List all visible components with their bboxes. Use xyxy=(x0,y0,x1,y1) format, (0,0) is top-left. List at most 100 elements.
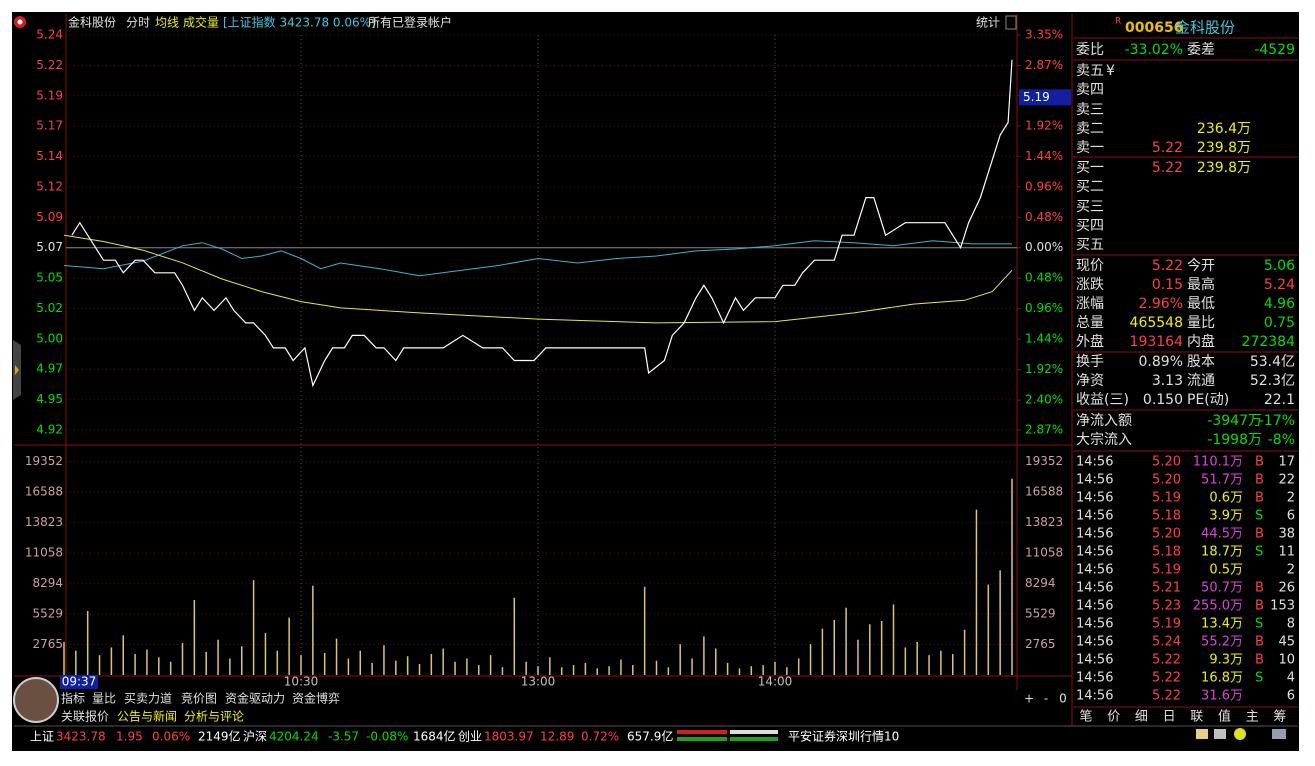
volume-bar xyxy=(122,635,124,675)
stats-toggle[interactable] xyxy=(1005,15,1017,30)
tray-icon[interactable] xyxy=(1234,728,1246,740)
indicator-tab[interactable]: 量比 xyxy=(92,692,116,706)
stat-label: 净资 xyxy=(1076,373,1104,389)
volume-bar xyxy=(110,647,113,675)
flow-label: 净流入额 xyxy=(1076,413,1132,429)
order-price: 5.22 xyxy=(1152,140,1183,156)
trade-time: 14:56 xyxy=(1076,599,1113,614)
status-item: 创业 xyxy=(458,730,482,744)
y2-tick-label: 0.00% xyxy=(1025,240,1063,254)
stock-name: 金科股份 xyxy=(68,15,116,30)
y-tick-label: 4.92 xyxy=(36,423,63,437)
volume-bar xyxy=(217,639,219,675)
trade-time: 14:56 xyxy=(1076,653,1113,668)
info-tab[interactable]: 公告与新闻 xyxy=(117,709,177,724)
quote-tab[interactable]: 值 xyxy=(1218,709,1231,725)
value: -33.02% xyxy=(1125,42,1183,58)
quote-tab[interactable]: 细 xyxy=(1135,710,1148,725)
trade-price: 5.24 xyxy=(1152,635,1181,650)
volume-bar xyxy=(797,658,800,675)
trade-price: 5.23 xyxy=(1152,599,1181,614)
y2-tick-label: 2.87% xyxy=(1025,423,1063,437)
quote-tab[interactable]: 价 xyxy=(1107,710,1120,725)
zoom-button[interactable]: - xyxy=(1044,692,1048,706)
volume-bar xyxy=(501,667,504,675)
avatar[interactable] xyxy=(13,677,59,723)
stat-value: 3.13 xyxy=(1152,373,1183,389)
volume-bar xyxy=(347,658,350,675)
indicator-tab[interactable]: 资金博弈 xyxy=(292,691,340,706)
trade-volume: 18.7万 xyxy=(1201,545,1243,560)
y-tick-label: 5.05 xyxy=(36,271,63,285)
volume-tick-label: 19352 xyxy=(1025,454,1063,468)
quote-tab[interactable]: 筹 xyxy=(1273,709,1286,725)
chart-tab[interactable]: 均线 xyxy=(155,16,179,30)
volume-bar xyxy=(655,660,658,675)
zoom-button[interactable]: + xyxy=(1024,692,1034,706)
info-tab[interactable]: 关联报价 xyxy=(61,709,109,724)
trade-count: 2 xyxy=(1287,491,1295,506)
status-indicators xyxy=(677,730,778,741)
volume-bar xyxy=(193,600,196,675)
chart-tab[interactable]: 成交量 xyxy=(183,15,219,30)
average-line xyxy=(63,234,1013,324)
trade-count: 11 xyxy=(1278,545,1295,560)
info-tab[interactable]: 分析与评论 xyxy=(184,710,244,724)
volume-bar xyxy=(762,665,764,675)
volume-bar xyxy=(809,644,812,675)
quote-tab[interactable]: 日 xyxy=(1163,710,1176,725)
trade-volume: 31.6万 xyxy=(1201,689,1243,704)
chart-tab[interactable]: 分时 xyxy=(126,16,150,30)
stat-value: 4.96 xyxy=(1264,296,1295,312)
volume-bar xyxy=(276,650,279,675)
volume-tick-label: 2765 xyxy=(32,637,63,651)
volume-bar xyxy=(667,667,670,675)
stat-value: 2.96% xyxy=(1139,296,1183,312)
flow-pct: -8% xyxy=(1268,432,1295,448)
y2-tick-label: 1.44% xyxy=(1025,332,1063,346)
volume-bar xyxy=(703,636,705,675)
volume-bar xyxy=(691,658,693,675)
price-tag-box xyxy=(1019,89,1071,106)
y-tick-label: 4.95 xyxy=(36,392,63,406)
account-selector[interactable]: 所有已登录帐户 xyxy=(368,15,452,30)
volume-bar xyxy=(181,643,184,675)
zoom-button[interactable]: 0 xyxy=(1059,692,1067,706)
stat-value: 0.75 xyxy=(1264,315,1295,331)
volume-bar xyxy=(252,580,255,675)
indicator-tab[interactable]: 指标 xyxy=(61,691,85,706)
indicator-tab[interactable]: 资金驱动力 xyxy=(225,691,285,706)
volume-tick-label: 11058 xyxy=(25,546,63,560)
trade-price: 5.20 xyxy=(1152,473,1181,488)
quote-tab[interactable]: 主 xyxy=(1246,710,1259,725)
volume-bar xyxy=(880,620,883,675)
tray-icon[interactable] xyxy=(1272,729,1286,739)
cursor-time-box xyxy=(60,675,98,689)
trade-time: 14:56 xyxy=(1076,473,1113,488)
quote-tab[interactable]: 笔 xyxy=(1079,709,1092,725)
quote-tab[interactable]: 联 xyxy=(1190,710,1203,725)
volume-bar xyxy=(975,509,978,675)
volume-tick-label: 2765 xyxy=(1025,637,1056,651)
tray-icon[interactable] xyxy=(1196,729,1208,739)
stat-label: 量比 xyxy=(1187,315,1215,331)
volume-tick-label: 5529 xyxy=(1025,607,1056,621)
tray-icon[interactable] xyxy=(1214,729,1226,739)
trade-volume: 3.9万 xyxy=(1209,509,1243,524)
trade-volume: 255.0万 xyxy=(1193,599,1243,614)
y2-tick-label: 1.92% xyxy=(1025,118,1063,132)
indicator-tab[interactable]: 竞价图 xyxy=(181,692,217,706)
y-tick-label: 5.07 xyxy=(36,240,63,254)
price-tag: 5.19 xyxy=(1023,90,1050,104)
y-tick-label: 5.22 xyxy=(36,58,63,72)
order-volume: 236.4万 xyxy=(1197,121,1251,137)
stat-label: 现价 xyxy=(1076,258,1104,274)
indicator-tab[interactable]: 买卖力道 xyxy=(124,692,172,706)
order-label: 卖二 xyxy=(1076,121,1104,137)
stat-value: 193164 xyxy=(1130,334,1184,350)
volume-bar xyxy=(359,650,361,675)
side-toggle-arrow xyxy=(15,365,19,375)
stat-value: 5.24 xyxy=(1264,277,1295,293)
volume-bar xyxy=(987,584,990,675)
stats-button[interactable]: 统计 xyxy=(976,16,1000,30)
